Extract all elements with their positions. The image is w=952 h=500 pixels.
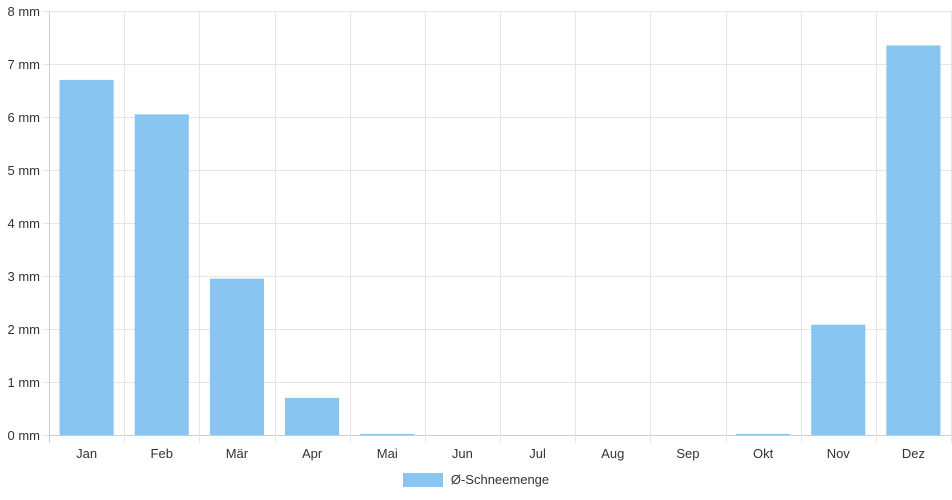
y-tick-label: 0 mm bbox=[8, 428, 41, 443]
bar-okt bbox=[736, 433, 791, 435]
y-tick-label: 4 mm bbox=[8, 216, 41, 231]
x-tick-label: Jul bbox=[529, 446, 546, 461]
x-tick-label: Okt bbox=[753, 446, 774, 461]
x-tick-label: Nov bbox=[827, 446, 851, 461]
bar-apr bbox=[285, 397, 340, 435]
bars bbox=[59, 45, 941, 436]
y-tick-label: 6 mm bbox=[8, 110, 41, 125]
x-axis-ticks: Jan Feb Mär Apr Mai Jun Jul Aug Sep Okt Nov Dez bbox=[76, 446, 925, 461]
bar-nov bbox=[811, 324, 866, 435]
bar-dez bbox=[886, 45, 941, 435]
y-tick-label: 2 mm bbox=[8, 322, 41, 337]
bar-jan bbox=[59, 79, 114, 436]
y-tick-label: 1 mm bbox=[8, 375, 41, 390]
legend[interactable]: Ø-Schneemenge bbox=[0, 472, 952, 487]
x-tick-label: Feb bbox=[151, 446, 173, 461]
x-tick-label: Jun bbox=[452, 446, 473, 461]
bar-mai bbox=[360, 433, 415, 435]
x-tick-label: Sep bbox=[676, 446, 699, 461]
x-tick-label: Dez bbox=[902, 446, 925, 461]
x-tick-label: Aug bbox=[601, 446, 624, 461]
y-tick-label: 5 mm bbox=[8, 163, 41, 178]
legend-swatch bbox=[402, 472, 443, 487]
y-tick-label: 7 mm bbox=[8, 57, 41, 72]
bar-mär bbox=[209, 278, 264, 435]
x-tick-label: Jan bbox=[76, 446, 97, 461]
x-tick-label: Mär bbox=[226, 446, 249, 461]
legend-label: Ø-Schneemenge bbox=[450, 472, 550, 487]
x-tick-label: Mai bbox=[377, 446, 398, 461]
x-tick-label: Apr bbox=[302, 446, 323, 461]
snow-chart: 0 mm 1 mm 2 mm 3 mm 4 mm 5 mm 6 mm 7 mm 8 mm Jan… bbox=[8, 4, 952, 461]
bar-feb bbox=[134, 114, 189, 435]
y-axis-ticks: 0 mm 1 mm 2 mm 3 mm 4 mm 5 mm 6 mm 7 mm 8 mm bbox=[8, 4, 41, 443]
y-tick-label: 3 mm bbox=[8, 269, 41, 284]
y-tick-label: 8 mm bbox=[8, 4, 41, 19]
